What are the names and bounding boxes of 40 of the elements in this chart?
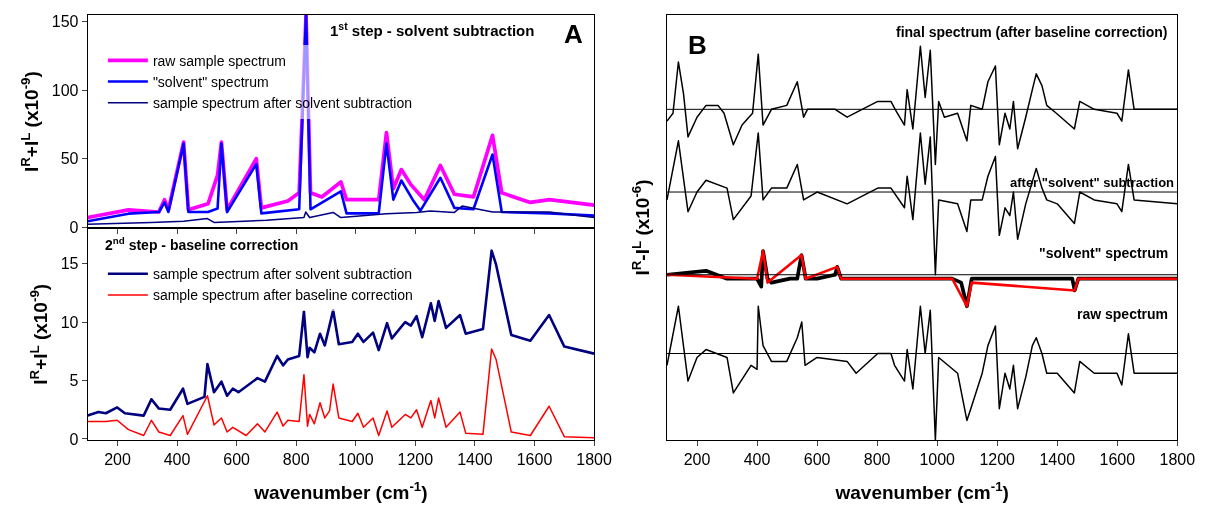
y-tick-label: 150 <box>51 13 79 31</box>
x-tick-label: 1600 <box>1099 451 1136 469</box>
y-tick-label: 0 <box>69 218 79 236</box>
x-tick-label: 1400 <box>457 451 493 469</box>
legend-label: raw sample spectrum <box>152 52 286 69</box>
y-tick-label: 10 <box>60 313 79 331</box>
y-tick-label: 5 <box>69 372 79 390</box>
x-tick-label: 1000 <box>337 451 374 469</box>
annotation: 1$^{st}$ step - solvent subtraction <box>330 20 535 40</box>
legend-label: sample spectrum after solvent subtraction <box>152 95 412 112</box>
x-axis-title: wavenumber (cm$^{-1}$) <box>253 479 428 504</box>
x-tick-label: 1800 <box>576 451 612 469</box>
annotation: A <box>564 19 583 49</box>
annotation: raw spectrum <box>1077 306 1169 322</box>
x-tick-label: 1200 <box>397 451 434 469</box>
x-axis-title: wavenumber (cm$^{-1}$) <box>834 479 1009 504</box>
annotation: "solvent" spectrum <box>1039 245 1169 261</box>
x-tick-label: 400 <box>163 451 191 469</box>
legend-label: sample spectrum after baseline correction <box>152 287 413 304</box>
x-tick-label: 200 <box>104 451 131 469</box>
legend-label: sample spectrum after solvent subtraction <box>152 266 412 283</box>
x-tick-label: 600 <box>223 451 251 469</box>
x-tick-label: 600 <box>803 451 831 469</box>
x-tick-label: 1000 <box>919 451 956 469</box>
x-tick-label: 800 <box>282 451 310 469</box>
x-tick-label: 1800 <box>1159 451 1196 469</box>
y-tick-label: 0 <box>69 430 79 448</box>
y-tick-label: 50 <box>60 150 79 168</box>
y-tick-label: 15 <box>60 255 79 273</box>
text: final spectrum (after baseline correction) <box>896 24 1168 40</box>
legend-label: "solvent" spectrum <box>152 73 269 90</box>
x-tick-label: 800 <box>863 451 891 469</box>
x-tick-label: 1400 <box>1039 451 1076 469</box>
annotation: 2$^{nd}$ step - baseline correction <box>105 235 299 253</box>
x-tick-label: 1200 <box>979 451 1016 469</box>
annotation: B <box>688 30 707 60</box>
x-tick-label: 200 <box>683 451 711 469</box>
x-tick-label: 1600 <box>516 451 553 469</box>
x-tick-label: 400 <box>743 451 771 469</box>
y-tick-label: 100 <box>51 81 79 99</box>
